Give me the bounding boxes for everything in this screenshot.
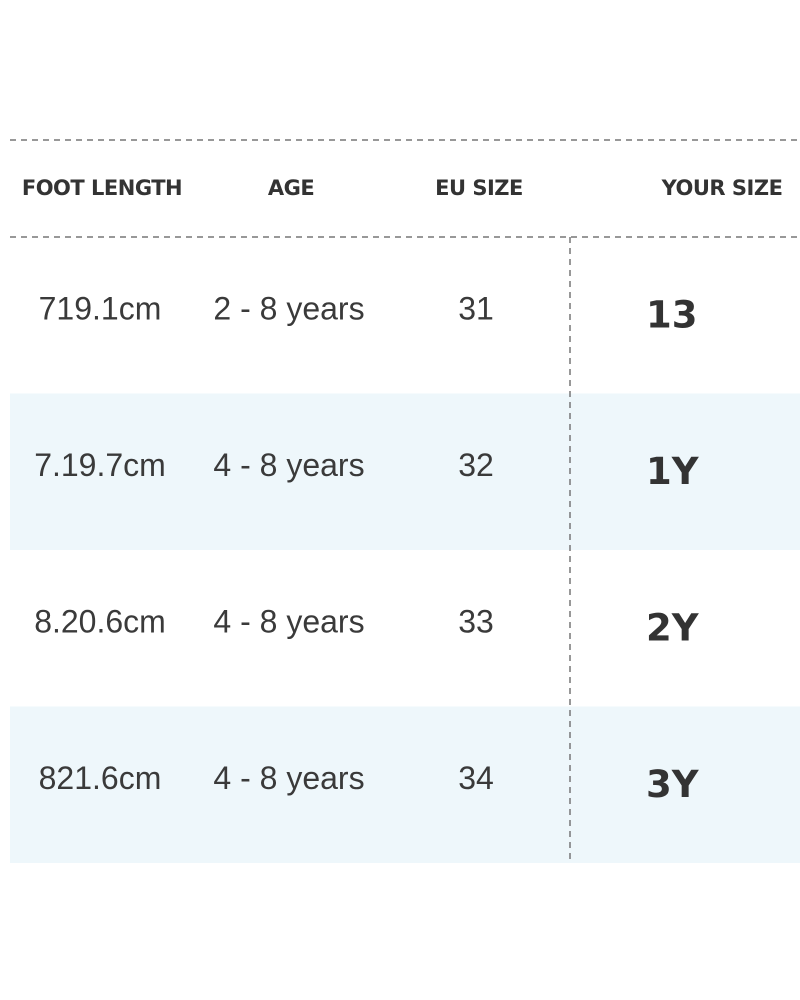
row-background [10, 706, 800, 863]
row-background [10, 393, 800, 550]
table-cell: 31 [458, 290, 494, 326]
table-cell: 2 - 8 years [213, 290, 364, 326]
table-cell: 4 - 8 years [213, 447, 364, 483]
column-header: EU SIZE [435, 176, 523, 200]
table-cell: 34 [458, 760, 494, 796]
size-cell: 13 [646, 294, 698, 337]
size-cell: 1Y [646, 450, 700, 493]
table-cell: 719.1cm [39, 290, 162, 326]
column-header: AGE [268, 176, 314, 200]
table-cell: 8.20.6cm [34, 603, 166, 639]
table-cell: 4 - 8 years [213, 603, 364, 639]
column-header: YOUR SIZE [661, 176, 783, 200]
size-cell: 2Y [646, 607, 700, 650]
table-cell: 4 - 8 years [213, 760, 364, 796]
table-cell: 821.6cm [39, 760, 162, 796]
table-cell: 33 [458, 603, 494, 639]
column-header: FOOT LENGTH [22, 176, 182, 200]
table-cell: 32 [458, 447, 494, 483]
size-cell: 3Y [646, 763, 700, 806]
table-cell: 7.19.7cm [34, 447, 166, 483]
